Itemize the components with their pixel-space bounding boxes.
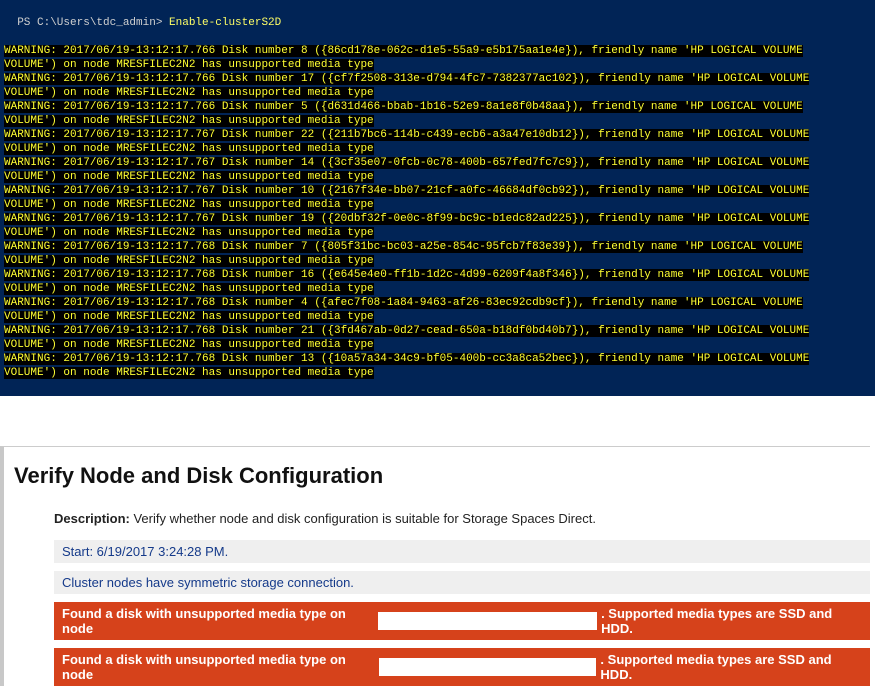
error-row-2: Found a disk with unsupported media type… — [54, 648, 870, 686]
ps-warning-line: VOLUME') on node MRESFILEC2N2 has unsupp… — [4, 311, 374, 323]
ps-warning-line: VOLUME') on node MRESFILEC2N2 has unsupp… — [4, 227, 374, 239]
report-section: Verify Node and Disk Configuration Descr… — [0, 446, 870, 686]
err-prefix: Found a disk with unsupported media type… — [62, 652, 375, 682]
ps-prompt: PS C:\Users\tdc_admin> Enable-clusterS2D — [17, 17, 281, 29]
err-suffix: . Supported media types are SSD and HDD. — [601, 606, 862, 636]
err-gap — [378, 612, 597, 630]
ps-warning-line: VOLUME') on node MRESFILEC2N2 has unsupp… — [4, 87, 374, 99]
ps-warning-line: WARNING: 2017/06/19-13:12:17.766 Disk nu… — [4, 45, 803, 57]
ps-command: Enable-clusterS2D — [169, 17, 281, 29]
error-row-1: Found a disk with unsupported media type… — [54, 602, 870, 640]
ps-warning-line: WARNING: 2017/06/19-13:12:17.766 Disk nu… — [4, 101, 803, 113]
err-prefix: Found a disk with unsupported media type… — [62, 606, 374, 636]
start-row: Start: 6/19/2017 3:24:28 PM. — [54, 540, 870, 563]
ps-warning-line: VOLUME') on node MRESFILEC2N2 has unsupp… — [4, 59, 374, 71]
ps-warning-line: WARNING: 2017/06/19-13:12:17.767 Disk nu… — [4, 185, 809, 197]
ps-warning-line: WARNING: 2017/06/19-13:12:17.768 Disk nu… — [4, 325, 809, 337]
ps-warning-line: WARNING: 2017/06/19-13:12:17.768 Disk nu… — [4, 297, 803, 309]
ps-warning-line: WARNING: 2017/06/19-13:12:17.767 Disk nu… — [4, 157, 809, 169]
symmetric-row: Cluster nodes have symmetric storage con… — [54, 571, 870, 594]
ps-warning-line: WARNING: 2017/06/19-13:12:17.767 Disk nu… — [4, 129, 809, 141]
ps-warning-line: WARNING: 2017/06/19-13:12:17.766 Disk nu… — [4, 73, 809, 85]
ps-prompt-prefix: PS C:\Users\tdc_admin> — [17, 17, 169, 29]
ps-warning-line: WARNING: 2017/06/19-13:12:17.768 Disk nu… — [4, 269, 809, 281]
ps-warning-line: VOLUME') on node MRESFILEC2N2 has unsupp… — [4, 255, 374, 267]
ps-warning-line: VOLUME') on node MRESFILEC2N2 has unsupp… — [4, 339, 374, 351]
ps-warning-line: VOLUME') on node MRESFILEC2N2 has unsupp… — [4, 199, 374, 211]
report-description: Description: Verify whether node and dis… — [54, 511, 870, 526]
ps-warning-line: WARNING: 2017/06/19-13:12:17.767 Disk nu… — [4, 213, 809, 225]
ps-warning-line: VOLUME') on node MRESFILEC2N2 has unsupp… — [4, 115, 374, 127]
err-suffix: . Supported media types are SSD and HDD. — [600, 652, 862, 682]
desc-label: Description: — [54, 511, 130, 526]
ps-warning-line: VOLUME') on node MRESFILEC2N2 has unsupp… — [4, 283, 374, 295]
ps-warning-line: VOLUME') on node MRESFILEC2N2 has unsupp… — [4, 143, 374, 155]
ps-warning-line: VOLUME') on node MRESFILEC2N2 has unsupp… — [4, 171, 374, 183]
ps-warning-lines: WARNING: 2017/06/19-13:12:17.766 Disk nu… — [4, 44, 875, 380]
ps-warning-line: VOLUME') on node MRESFILEC2N2 has unsupp… — [4, 367, 374, 379]
report-title: Verify Node and Disk Configuration — [14, 463, 870, 489]
desc-text: Verify whether node and disk configurati… — [133, 511, 595, 526]
err-gap — [379, 658, 597, 676]
powershell-console: PS C:\Users\tdc_admin> Enable-clusterS2D… — [0, 0, 875, 396]
ps-warning-line: WARNING: 2017/06/19-13:12:17.768 Disk nu… — [4, 353, 809, 365]
ps-warning-line: WARNING: 2017/06/19-13:12:17.768 Disk nu… — [4, 241, 803, 253]
